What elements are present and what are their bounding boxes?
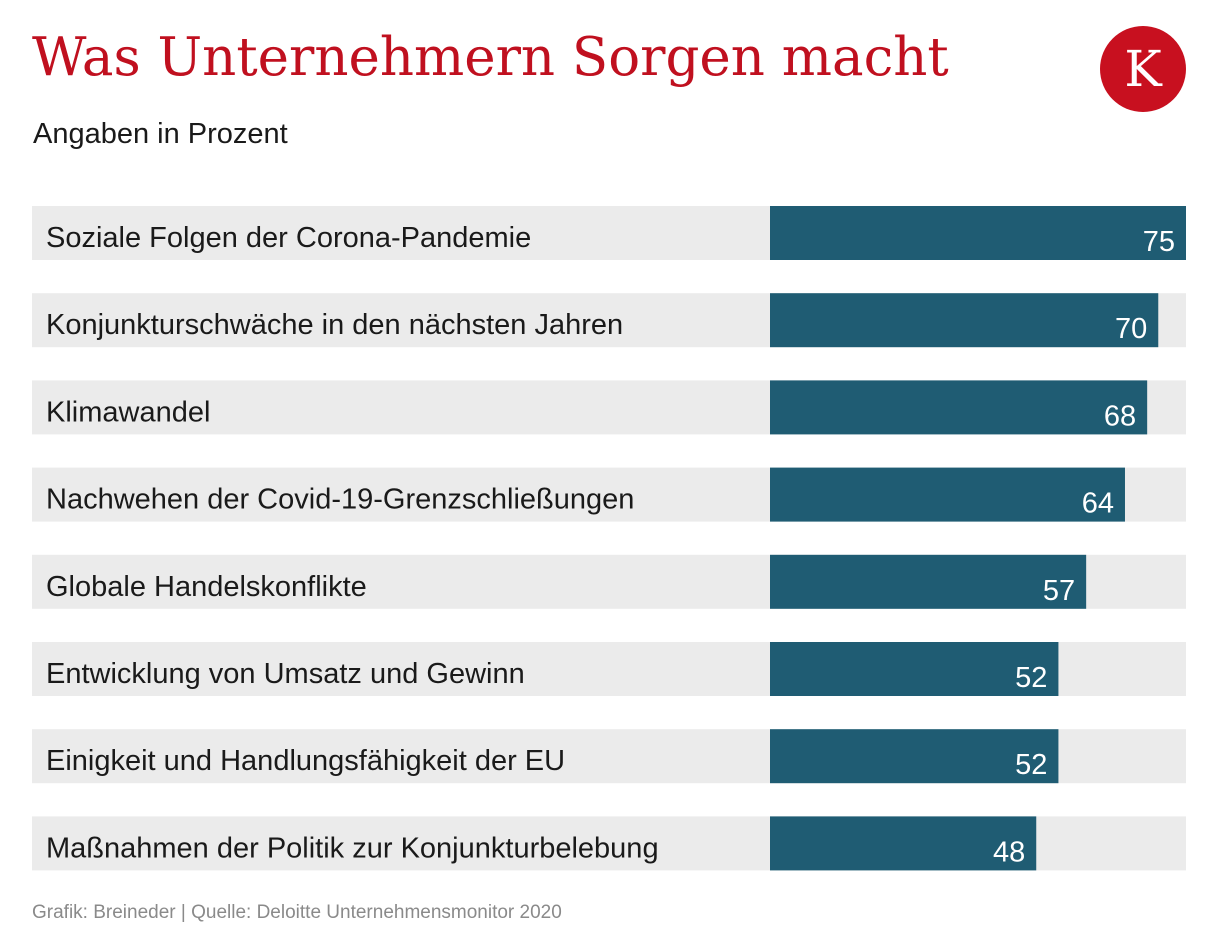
category-label: Maßnahmen der Politik zur Konjunkturbele… [46,832,659,864]
value-label: 52 [1015,662,1047,694]
value-label: 75 [1143,226,1175,258]
category-label: Soziale Folgen der Corona-Pandemie [46,222,531,254]
category-label: Einigkeit und Handlungsfähigkeit der EU [46,745,565,777]
category-label: Entwicklung von Umsatz und Gewinn [46,658,525,690]
value-label: 52 [1015,749,1047,781]
logo-letter: K [1124,40,1162,98]
category-label: Konjunkturschwäche in den nächsten Jahre… [46,309,623,341]
bar [770,729,1059,784]
bar [770,467,1125,522]
chart-title: Was Unternehmern Sorgen macht [32,27,949,88]
value-label: 68 [1104,400,1136,432]
bar [770,380,1148,435]
bar [770,816,1037,871]
value-label: 57 [1043,575,1075,607]
chart-subtitle: Angaben in Prozent [33,118,288,150]
category-label: Klimawandel [46,396,210,428]
bar [770,642,1059,696]
value-label: 64 [1082,488,1114,520]
bar [770,293,1159,348]
source-footer: Grafik: Breineder | Quelle: Deloitte Unt… [32,902,562,923]
bar [770,206,1186,260]
bar [770,554,1087,609]
value-label: 70 [1115,313,1147,345]
publisher-logo: K [1100,26,1186,112]
value-label: 48 [993,836,1025,868]
category-label: Globale Handelskonflikte [46,571,367,603]
category-label: Nachwehen der Covid-19-Grenzschließungen [46,484,634,516]
